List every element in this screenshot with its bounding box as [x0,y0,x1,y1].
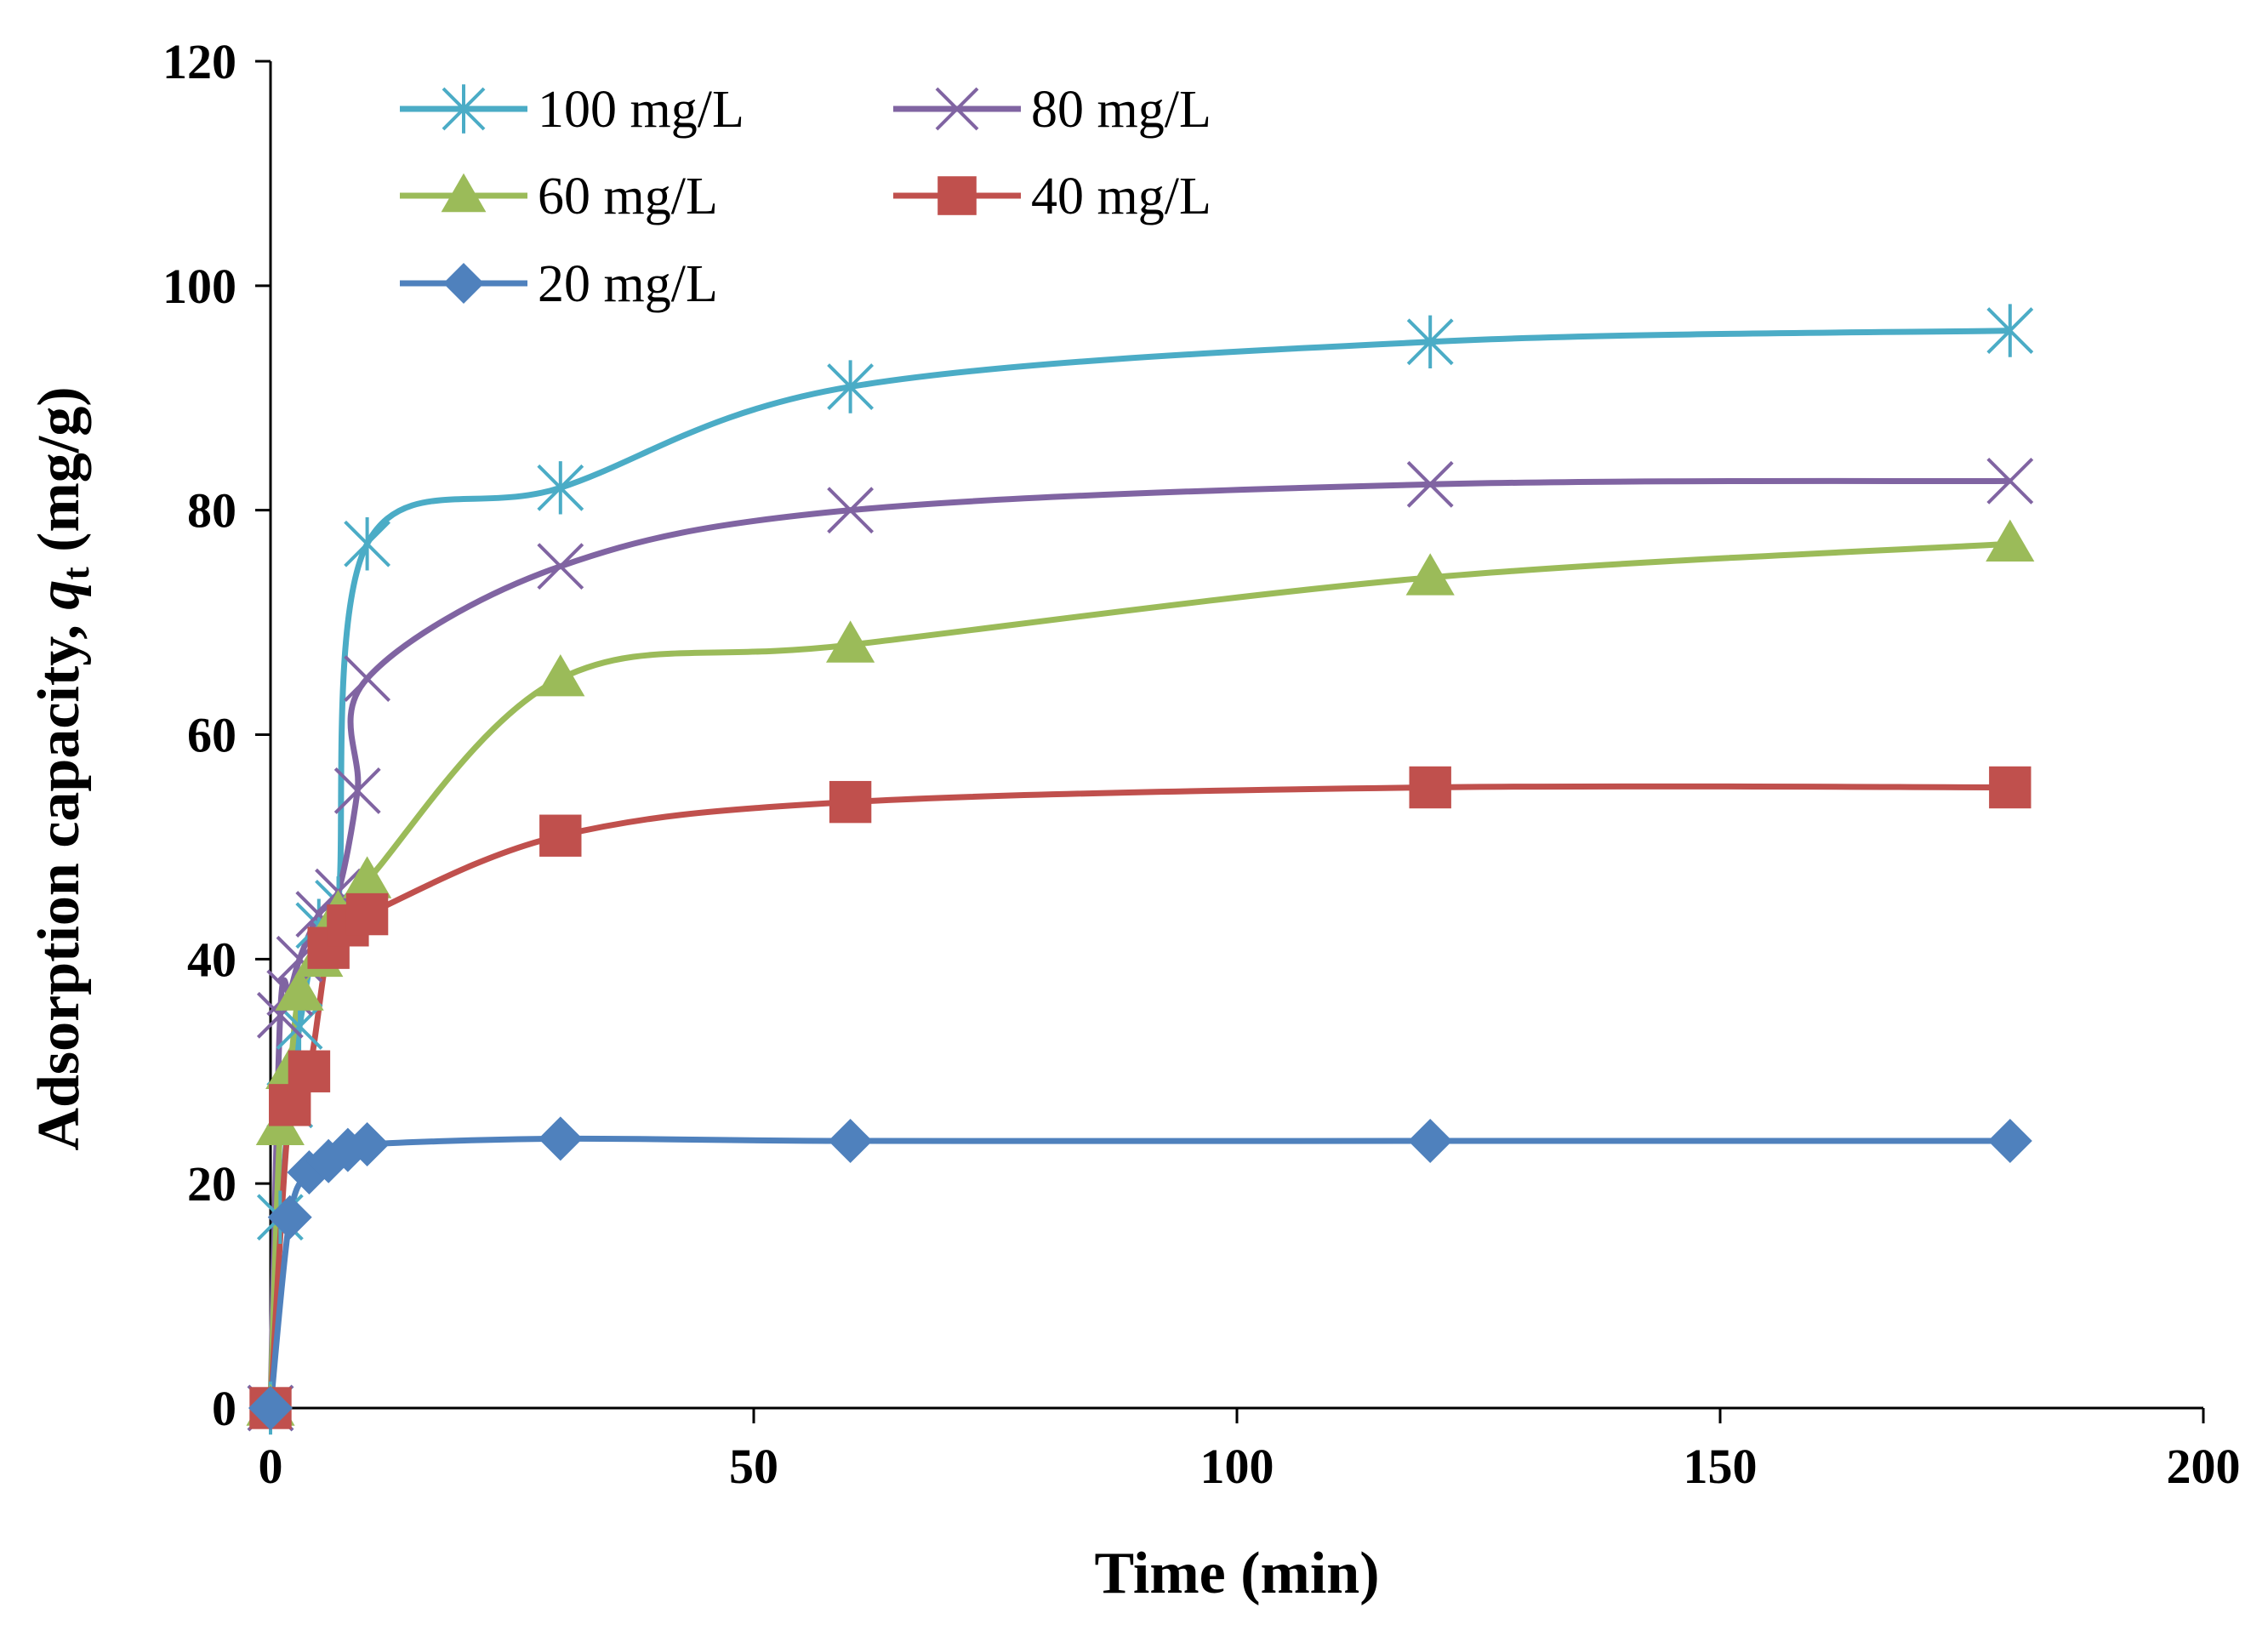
y-axis-title-main: Adsorption capacity, [26,610,92,1151]
data-point-20-mg-l [248,1386,293,1430]
legend-entry-60-mg-l: 60 mg/L [400,168,718,225]
data-point-80-mg-l [344,655,391,702]
legend-entry-100-mg-l: 100 mg/L [400,81,744,139]
x-tick-label: 100 [1200,1439,1274,1494]
legend-marker [443,263,484,304]
data-point-20-mg-l [538,1116,583,1161]
y-axis-title-variable: q [26,580,92,610]
legend-marker [441,173,487,213]
legend-label: 20 mg/L [538,255,718,313]
series-line-80-mg-l [267,477,2010,1409]
series-line-60-mg-l [267,540,2011,1409]
legend-marker [442,84,486,134]
x-tick-label: 150 [1684,1439,1758,1494]
data-point-100-mg-l [537,461,584,515]
legend-marker [935,87,979,131]
y-tick-label: 60 [187,708,236,763]
data-point-40-mg-l [1989,766,2032,809]
tick-labels: 0 20 40 60 80 100 120 0 50 100 150 200 [162,34,2241,1494]
data-point-60-mg-l [536,653,585,697]
y-tick-label: 0 [212,1381,236,1436]
legend-entry-40-mg-l: 40 mg/L [893,168,1211,225]
data-point-20-mg-l [1408,1119,1453,1164]
data-point-80-mg-l [1406,460,1454,508]
data-point-80-mg-l [827,487,875,534]
data-point-100-mg-l [827,360,875,413]
data-point-20-mg-l [1987,1119,2032,1164]
data-point-80-mg-l [537,543,584,590]
y-axis-title-subscript: t [54,567,97,580]
tick-marks [255,60,2205,1423]
data-point-40-mg-l [288,1050,331,1092]
y-tick-label: 100 [162,259,236,314]
data-point-60-mg-l [826,620,875,663]
data-point-60-mg-l [343,856,392,898]
y-tick-label: 120 [162,34,236,89]
x-tick-label: 200 [2167,1439,2241,1494]
series-lines [267,328,2011,1409]
data-point-100-mg-l [344,517,391,571]
data-point-20-mg-l [828,1119,873,1164]
data-point-20-mg-l [267,1195,312,1240]
series-markers [246,304,2035,1435]
series-line-20-mg-l [267,1135,2010,1409]
data-point-40-mg-l [345,892,389,936]
y-axis-title-unit: (mg/g) [26,386,92,567]
legend: 100 mg/L 80 mg/L 60 mg/L 40 mg/L 20 mg/L [400,81,1211,313]
legend-label: 60 mg/L [538,168,718,225]
y-axis-title: Adsorption capacity, qt (mg/g) [26,386,97,1150]
y-tick-label: 20 [187,1156,236,1212]
data-point-80-mg-l [333,767,381,814]
y-tick-label: 40 [187,932,236,987]
legend-label: 80 mg/L [1031,81,1211,139]
data-point-20-mg-l [345,1121,390,1166]
data-point-60-mg-l [1405,553,1455,596]
data-point-40-mg-l [829,780,872,824]
legend-entry-80-mg-l: 80 mg/L [893,81,1211,139]
data-point-60-mg-l [275,968,324,1011]
x-tick-label: 50 [729,1439,778,1494]
series-line-40-mg-l [267,783,2010,1409]
data-point-100-mg-l [1406,315,1454,368]
data-point-40-mg-l [539,814,582,857]
x-axis-title: Time (min) [1094,1541,1379,1606]
legend-label: 40 mg/L [1031,168,1211,225]
x-tick-label: 0 [259,1439,283,1494]
y-tick-label: 80 [187,483,236,539]
legend-entry-20-mg-l: 20 mg/L [400,255,718,313]
legend-label: 100 mg/L [538,81,744,139]
data-point-60-mg-l [1986,519,2035,562]
data-point-100-mg-l [1986,304,2034,357]
legend-marker [937,176,977,215]
data-point-80-mg-l [1986,457,2034,505]
data-point-40-mg-l [1409,766,1451,809]
